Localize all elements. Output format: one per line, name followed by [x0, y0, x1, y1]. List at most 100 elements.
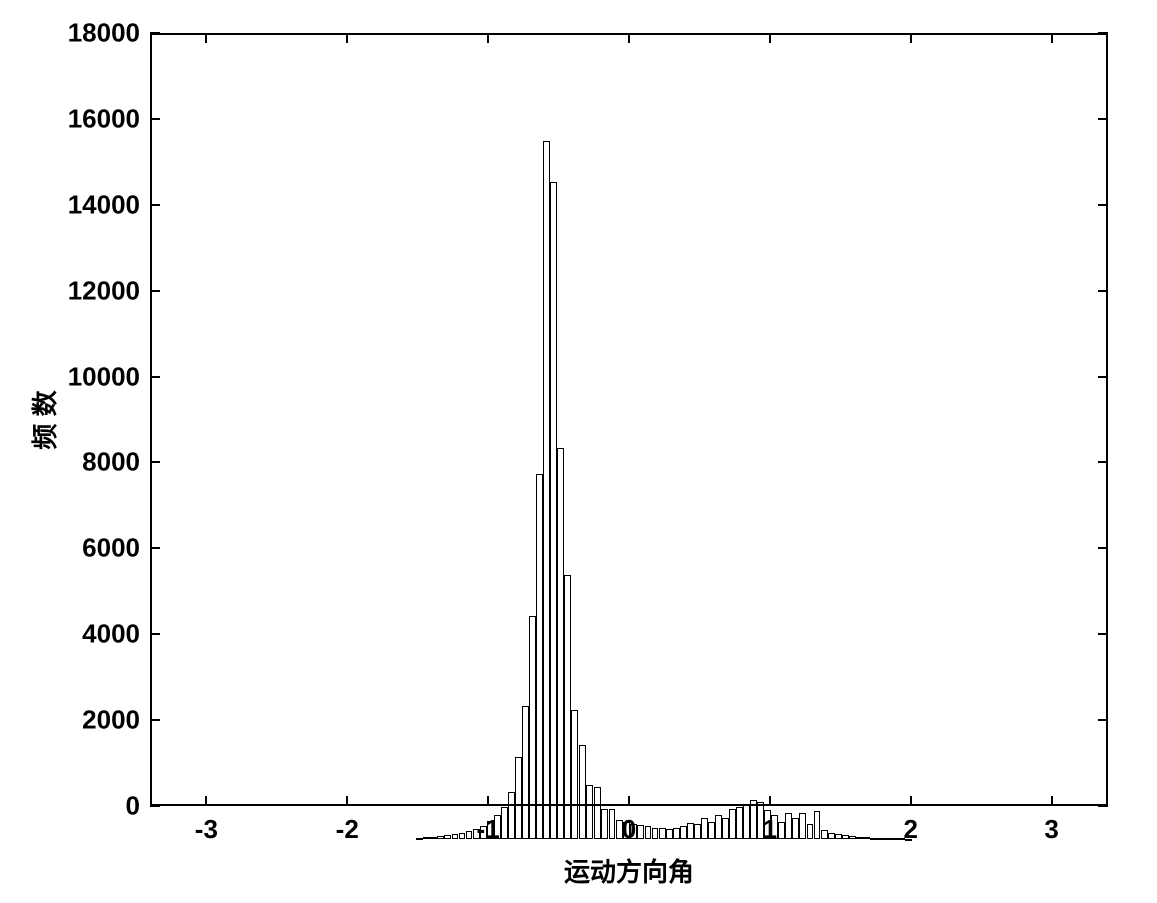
y-tick-label: 18000 [50, 18, 140, 49]
histogram-bar [750, 800, 757, 839]
y-tick [150, 805, 160, 807]
y-tick-label: 2000 [50, 705, 140, 736]
x-tick-label: 2 [904, 814, 918, 845]
y-tick [150, 547, 160, 549]
y-tick-label: 16000 [50, 103, 140, 134]
y-tick [1098, 805, 1108, 807]
y-tick [1098, 719, 1108, 721]
y-tick-label: 14000 [50, 189, 140, 220]
histogram-bar [637, 825, 644, 839]
histogram-bar [828, 833, 835, 839]
histogram-bar [814, 811, 821, 839]
x-tick [1051, 33, 1053, 43]
x-tick [628, 33, 630, 43]
histogram-bar [466, 831, 473, 839]
y-tick-label: 6000 [50, 533, 140, 564]
histogram-bar [715, 815, 722, 839]
histogram-bar [687, 823, 694, 839]
x-tick [205, 33, 207, 43]
histogram-bar [870, 838, 877, 840]
histogram-bar [792, 818, 799, 839]
histogram-bar [659, 828, 666, 839]
x-tick [487, 33, 489, 43]
histogram-bar [423, 837, 430, 839]
histogram-bar [708, 822, 715, 839]
histogram-bar [609, 809, 616, 839]
histogram-bar [785, 813, 792, 839]
histogram-bar [856, 837, 863, 839]
x-tick-label: -2 [336, 814, 359, 845]
axis-border [150, 33, 1108, 806]
histogram-bar [666, 829, 673, 839]
x-tick [769, 33, 771, 43]
histogram-bar [701, 818, 708, 839]
histogram-bar [444, 835, 451, 839]
y-tick [1098, 547, 1108, 549]
y-tick [150, 118, 160, 120]
y-tick-label: 12000 [50, 275, 140, 306]
y-tick [150, 461, 160, 463]
histogram-bar [877, 838, 884, 840]
x-tick [628, 796, 630, 806]
x-tick [910, 33, 912, 43]
histogram-bar [459, 833, 466, 839]
y-tick [1098, 633, 1108, 635]
x-tick-label: -1 [477, 814, 500, 845]
histogram-bar [729, 809, 736, 839]
y-tick [150, 719, 160, 721]
histogram-bar [891, 838, 898, 840]
y-tick [1098, 32, 1108, 34]
x-tick-label: 0 [622, 814, 636, 845]
y-axis-label: 频 数 [25, 390, 62, 449]
histogram-bar [743, 805, 750, 839]
y-tick [150, 633, 160, 635]
histogram-bar [736, 807, 743, 839]
x-tick [346, 796, 348, 806]
histogram-bar [849, 836, 856, 839]
y-tick [150, 32, 160, 34]
histogram-bar [778, 822, 785, 839]
histogram-bar [863, 837, 870, 839]
histogram-bar [452, 834, 459, 839]
y-tick [1098, 204, 1108, 206]
x-axis-label: 运动方向角 [564, 852, 694, 889]
y-tick [150, 204, 160, 206]
histogram-bar [673, 828, 680, 839]
histogram-bar [722, 818, 729, 839]
y-tick-label: 8000 [50, 447, 140, 478]
x-tick [205, 796, 207, 806]
x-tick [769, 796, 771, 806]
x-tick-label: 1 [763, 814, 777, 845]
y-tick [1098, 461, 1108, 463]
histogram-bar [437, 836, 444, 839]
histogram-bar [501, 807, 508, 839]
histogram-bar [645, 826, 652, 839]
y-tick-label: 0 [50, 791, 140, 822]
histogram-bar [799, 813, 806, 839]
histogram-bar [807, 824, 814, 839]
histogram-bar [601, 809, 608, 839]
y-tick-label: 10000 [50, 361, 140, 392]
histogram-bar [694, 824, 701, 839]
y-tick-label: 4000 [50, 619, 140, 650]
y-tick [1098, 290, 1108, 292]
x-tick [346, 33, 348, 43]
y-tick [1098, 376, 1108, 378]
histogram-bar [430, 837, 437, 839]
histogram-bar [842, 835, 849, 839]
x-tick-label: 3 [1044, 814, 1058, 845]
x-tick [910, 796, 912, 806]
histogram-bar [821, 830, 828, 839]
histogram-bar [652, 828, 659, 839]
y-tick [150, 376, 160, 378]
histogram-bar [416, 838, 423, 840]
x-tick [487, 796, 489, 806]
x-tick-label: -3 [195, 814, 218, 845]
y-tick [1098, 118, 1108, 120]
histogram-bar [835, 834, 842, 839]
histogram-bar [884, 838, 891, 840]
histogram-bar [680, 826, 687, 839]
x-tick [1051, 796, 1053, 806]
y-tick [150, 290, 160, 292]
histogram-chart: -3 -2 -1 0 1 2 3 0 2000 4000 6000 8000 10000 12000 140… [0, 0, 1157, 903]
